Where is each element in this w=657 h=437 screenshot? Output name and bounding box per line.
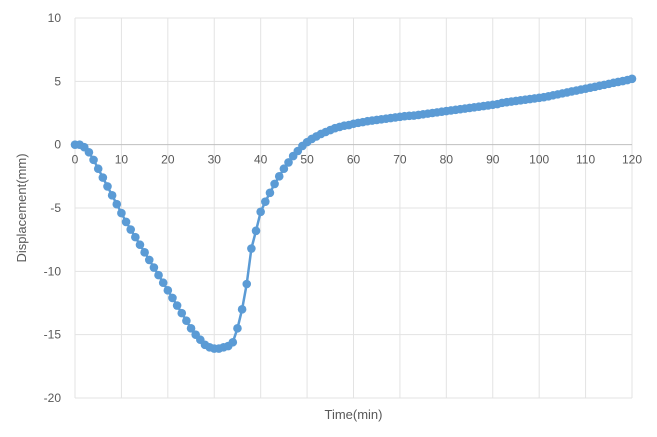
data-point: [279, 164, 289, 174]
x-tick-label: 0: [72, 153, 79, 167]
data-point: [154, 270, 163, 280]
data-series: [70, 74, 637, 353]
x-tick-label: 40: [254, 153, 268, 167]
x-tick-label: 90: [486, 153, 500, 167]
x-tick-label: 100: [529, 153, 549, 167]
y-axis-title: Displacement(mm): [14, 153, 29, 262]
data-point: [107, 191, 117, 200]
data-point: [251, 226, 261, 236]
x-tick-label: 80: [440, 153, 454, 167]
data-point: [186, 324, 196, 333]
data-point: [256, 207, 265, 217]
data-point: [284, 158, 293, 167]
data-point: [228, 337, 238, 347]
data-point: [112, 199, 122, 209]
x-axis-title: Time(min): [324, 407, 382, 422]
x-tick-label: 110: [576, 153, 595, 167]
data-point: [158, 278, 168, 288]
data-point: [270, 179, 279, 189]
data-point: [121, 217, 131, 227]
data-point: [172, 301, 182, 310]
x-tick-label: 10: [115, 153, 129, 167]
data-point: [261, 197, 270, 206]
data-point: [149, 263, 159, 272]
data-point: [126, 225, 135, 234]
data-point: [84, 147, 94, 157]
data-point: [103, 182, 112, 191]
y-tick-label: -5: [50, 201, 61, 215]
x-tick-label: 30: [208, 153, 222, 167]
data-point: [242, 279, 252, 289]
axes: 0 10 20 30 40 50 60 70 80 90 100 110 1201050-5-10-15…: [44, 11, 643, 405]
data-point: [265, 188, 275, 198]
data-point: [168, 293, 177, 303]
data-point: [89, 155, 98, 165]
gridlines: [74, 17, 633, 399]
y-tick-label: -20: [44, 391, 62, 405]
data-point: [163, 286, 173, 295]
data-point: [247, 244, 256, 253]
y-tick-label: 5: [54, 74, 61, 88]
data-point: [627, 74, 637, 84]
data-point: [117, 208, 126, 218]
data-point: [233, 324, 242, 333]
data-point: [135, 240, 145, 250]
data-point: [131, 232, 140, 242]
data-point: [144, 255, 154, 265]
data-point: [93, 164, 103, 174]
data-point: [182, 316, 191, 326]
x-tick-label: 60: [347, 153, 361, 167]
y-tick-label: -10: [44, 264, 62, 278]
x-tick-label: 50: [300, 153, 314, 167]
y-tick-label: 10: [48, 11, 62, 25]
data-point: [140, 248, 149, 257]
y-tick-label: 0: [54, 138, 61, 152]
x-tick-label: 20: [161, 153, 175, 167]
data-point: [237, 305, 247, 314]
data-point: [98, 173, 108, 182]
x-tick-label: 120: [622, 153, 642, 167]
data-point: [274, 172, 284, 181]
y-tick-label: -15: [44, 328, 62, 342]
x-tick-label: 70: [393, 153, 407, 167]
data-point: [177, 308, 187, 318]
